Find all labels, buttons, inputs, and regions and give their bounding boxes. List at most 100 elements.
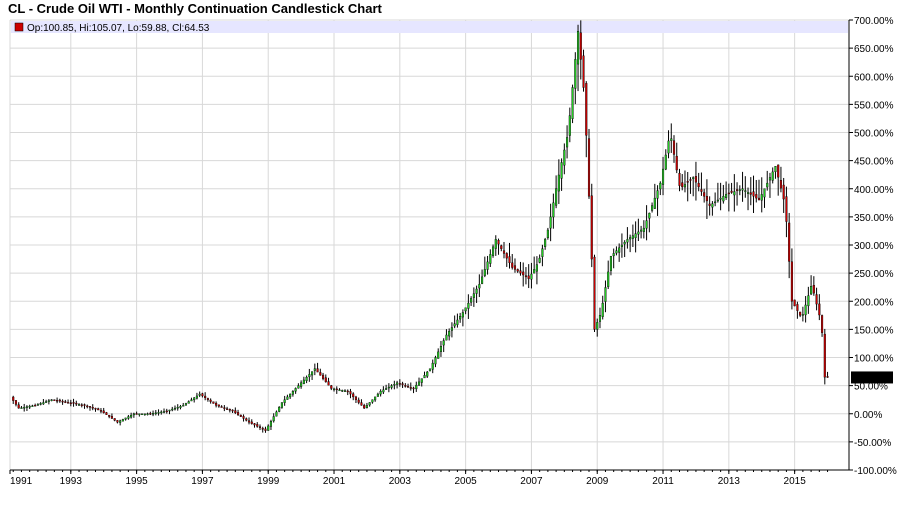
candle-up — [420, 378, 423, 383]
candle-up — [566, 137, 569, 148]
candle-down — [790, 261, 793, 302]
last-value-label: 64.53% — [853, 373, 887, 384]
candle-down — [80, 404, 83, 406]
candle-down — [91, 407, 94, 409]
candle-down — [516, 269, 519, 272]
candle-up — [168, 409, 171, 412]
candle-down — [409, 387, 412, 389]
candle-up — [620, 244, 623, 247]
candle-down — [61, 400, 64, 403]
x-tick-label: 2007 — [520, 476, 543, 487]
candle-down — [363, 405, 366, 409]
candle-down — [593, 256, 596, 330]
candle-up — [77, 404, 81, 406]
candle-up — [338, 389, 341, 392]
x-tick-label: 2013 — [718, 476, 741, 487]
candle-down — [401, 383, 404, 385]
candle-down — [398, 383, 401, 385]
candle-down — [231, 409, 234, 412]
candle-down — [67, 402, 70, 404]
candle-up — [645, 220, 648, 229]
candle-up — [810, 286, 813, 295]
candle-up — [801, 314, 804, 316]
candle-down — [703, 192, 706, 197]
candle-up — [308, 374, 311, 378]
candle-up — [20, 407, 23, 409]
candle-up — [459, 316, 462, 320]
candle-up — [733, 191, 736, 196]
candle-up — [667, 140, 670, 154]
candle-up — [280, 402, 283, 408]
candle-up — [716, 199, 719, 202]
candle-down — [812, 285, 815, 294]
candle-up — [297, 385, 300, 389]
candle-down — [821, 315, 824, 333]
candle-down — [12, 396, 15, 401]
candle-down — [116, 420, 119, 423]
candle-up — [173, 407, 177, 410]
candle-up — [300, 382, 303, 387]
y-tick-label: 600.00% — [854, 72, 894, 83]
candle-down — [217, 404, 220, 407]
y-tick-label: 200.00% — [854, 297, 894, 308]
candle-down — [209, 399, 212, 402]
candle-down — [264, 428, 267, 431]
candle-up — [417, 381, 421, 386]
candle-down — [17, 404, 20, 409]
candle-up — [47, 400, 50, 402]
candle-down — [815, 294, 818, 305]
candle-up — [390, 385, 393, 388]
candle-up — [428, 368, 432, 372]
legend-text: Op:100.85, Hi:105.07, Lo:59.88, Cl:64.53 — [27, 23, 210, 34]
candle-up — [387, 386, 390, 389]
candle-down — [590, 195, 593, 260]
candle-down — [201, 393, 204, 397]
x-tick-label: 2011 — [652, 476, 674, 487]
candle-up — [437, 351, 440, 359]
candle-down — [110, 416, 113, 419]
candle-up — [385, 388, 388, 390]
candle-down — [788, 222, 791, 262]
candle-up — [467, 302, 470, 309]
y-tick-label: 450.00% — [854, 157, 894, 168]
candle-up — [637, 231, 640, 235]
candle-up — [343, 390, 347, 392]
x-tick-label: 2001 — [323, 476, 346, 487]
candle-down — [72, 402, 75, 404]
candle-up — [486, 261, 489, 270]
candle-up — [269, 421, 273, 427]
candle-up — [193, 397, 196, 401]
x-tick-label: 2015 — [784, 476, 807, 487]
candle-down — [672, 140, 676, 155]
candle-down — [689, 179, 692, 181]
candle-up — [25, 406, 28, 408]
candle-up — [42, 402, 45, 405]
candle-up — [711, 203, 714, 208]
candle-down — [245, 418, 248, 421]
candle-down — [56, 400, 59, 402]
x-tick-label: 1997 — [191, 476, 214, 487]
y-tick-label: 0.00% — [854, 410, 882, 421]
candle-up — [445, 334, 448, 341]
candle-up — [642, 227, 645, 232]
candle-up — [768, 177, 772, 181]
candle-down — [261, 428, 264, 430]
candle-up — [305, 376, 308, 381]
candle-up — [434, 357, 437, 365]
y-tick-label: 250.00% — [854, 269, 894, 280]
candle-up — [45, 401, 48, 403]
candle-up — [618, 247, 621, 253]
candle-up — [598, 315, 602, 322]
candle-down — [250, 421, 253, 424]
candle-down — [83, 404, 86, 406]
candle-up — [623, 241, 626, 245]
candle-down — [135, 413, 138, 415]
candle-up — [596, 322, 599, 330]
candle-up — [453, 323, 456, 327]
candle-up — [371, 399, 374, 403]
candle-up — [195, 395, 198, 399]
candle-down — [226, 408, 229, 410]
candle-down — [113, 418, 116, 421]
candle-up — [119, 420, 122, 423]
candle-up — [744, 190, 747, 192]
